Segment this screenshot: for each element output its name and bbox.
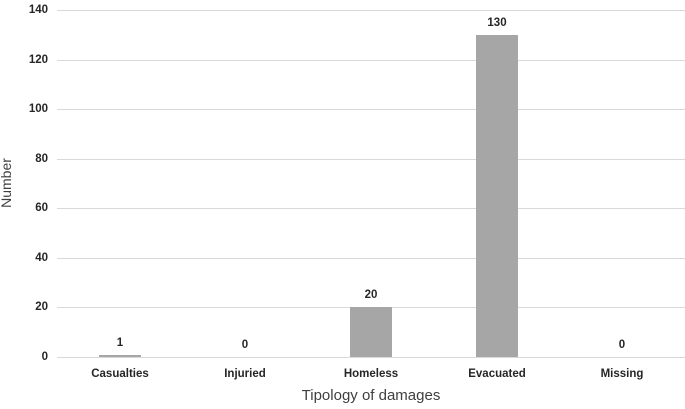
gridline [57,60,685,61]
category-label: Homeless [343,368,399,380]
data-label: 1 [116,337,124,349]
data-label: 20 [364,289,378,301]
x-axis-title: Tipology of damages [301,387,441,404]
category-label: Casualties [91,368,149,380]
bar [476,35,518,357]
plot-area [57,10,685,358]
gridline [57,208,685,209]
category-label: Injuried [224,368,266,380]
gridline [57,258,685,259]
category-label: Evacuated [468,368,526,380]
y-tick-label: 60 [35,202,48,214]
y-tick-label: 100 [28,103,48,115]
y-tick-label: 120 [28,54,48,66]
data-label: 0 [618,339,626,351]
data-label: 0 [241,339,249,351]
y-axis-title: Number [0,158,14,208]
data-label: 130 [487,17,507,29]
y-tick-label: 20 [35,301,48,313]
y-tick-label: 80 [35,153,48,165]
gridline [57,10,685,11]
category-label: Missing [600,368,644,380]
gridline [57,109,685,110]
y-tick-label: 0 [41,351,48,363]
x-axis-line [57,357,685,358]
bar [99,355,141,357]
y-tick-label: 140 [28,4,48,16]
gridline [57,159,685,160]
bar [350,307,392,357]
y-tick-label: 40 [35,252,48,264]
